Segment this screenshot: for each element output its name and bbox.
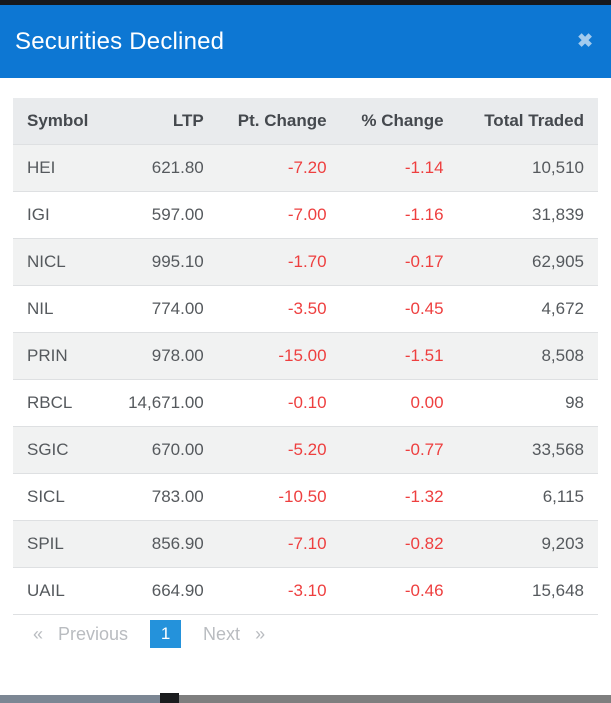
modal-header: Securities Declined ✖ xyxy=(0,5,611,78)
modal-title: Securities Declined xyxy=(15,27,225,55)
previous-button[interactable]: Previous xyxy=(58,623,129,644)
cell-symbol: IGI xyxy=(13,191,107,239)
cell-ltp: 670.00 xyxy=(106,426,218,474)
table-row: UAIL 664.90 -3.10 -0.46 15,648 xyxy=(13,567,598,615)
table-row: RBCL 14,671.00 -0.10 0.00 98 xyxy=(13,379,598,427)
pagination: « Previous 1 Next » xyxy=(26,619,585,649)
cell-total-traded: 62,905 xyxy=(457,238,598,286)
cell-total-traded: 31,839 xyxy=(457,191,598,239)
cell-ltp: 774.00 xyxy=(106,285,218,333)
cell-total-traded: 10,510 xyxy=(457,144,598,192)
cell-pt-change: -7.20 xyxy=(217,144,341,192)
col-header-ltp: LTP xyxy=(106,98,218,145)
cell-ltp: 621.80 xyxy=(106,144,218,192)
cell-symbol: PRIN xyxy=(13,332,107,380)
cell-symbol: HEI xyxy=(13,144,107,192)
cell-pct-change: -1.51 xyxy=(340,332,458,380)
cell-symbol: SICL xyxy=(13,473,107,521)
scrollbar-thumb[interactable] xyxy=(0,695,160,703)
cell-pct-change: -1.32 xyxy=(340,473,458,521)
cell-ltp: 14,671.00 xyxy=(106,379,218,427)
cell-pt-change: -7.10 xyxy=(217,520,341,568)
table-row: SGIC 670.00 -5.20 -0.77 33,568 xyxy=(13,426,598,474)
cell-pct-change: -1.16 xyxy=(340,191,458,239)
cell-total-traded: 4,672 xyxy=(457,285,598,333)
cell-pt-change: -5.20 xyxy=(217,426,341,474)
previous-arrow[interactable]: « xyxy=(33,623,44,644)
scrollbar-track[interactable] xyxy=(179,695,611,703)
cell-pt-change: -3.10 xyxy=(217,567,341,615)
cell-total-traded: 9,203 xyxy=(457,520,598,568)
table-row: HEI 621.80 -7.20 -1.14 10,510 xyxy=(13,144,598,192)
cell-pt-change: -7.00 xyxy=(217,191,341,239)
horizontal-scrollbar[interactable] xyxy=(0,693,611,703)
cell-symbol: NIL xyxy=(13,285,107,333)
cell-symbol: SPIL xyxy=(13,520,107,568)
scrollbar-dark-segment xyxy=(160,693,179,703)
cell-pct-change: -1.14 xyxy=(340,144,458,192)
cell-symbol: UAIL xyxy=(13,567,107,615)
cell-ltp: 597.00 xyxy=(106,191,218,239)
cell-pct-change: -0.45 xyxy=(340,285,458,333)
table-row: NICL 995.10 -1.70 -0.17 62,905 xyxy=(13,238,598,286)
table-row: IGI 597.00 -7.00 -1.16 31,839 xyxy=(13,191,598,239)
table-row: PRIN 978.00 -15.00 -1.51 8,508 xyxy=(13,332,598,380)
cell-pct-change: -0.17 xyxy=(340,238,458,286)
col-header-pt-change: Pt. Change xyxy=(217,98,341,145)
page-top-strip xyxy=(0,0,611,5)
cell-pt-change: -0.10 xyxy=(217,379,341,427)
cell-total-traded: 33,568 xyxy=(457,426,598,474)
col-header-total-traded: Total Traded xyxy=(457,98,598,145)
table-row: SICL 783.00 -10.50 -1.32 6,115 xyxy=(13,473,598,521)
modal-body: Symbol LTP Pt. Change % Change Total Tra… xyxy=(0,78,611,649)
cell-symbol: NICL xyxy=(13,238,107,286)
securities-declined-table: Symbol LTP Pt. Change % Change Total Tra… xyxy=(13,98,598,615)
cell-total-traded: 15,648 xyxy=(457,567,598,615)
cell-pt-change: -15.00 xyxy=(217,332,341,380)
page-1-button[interactable]: 1 xyxy=(150,620,182,648)
cell-ltp: 664.90 xyxy=(106,567,218,615)
close-icon[interactable]: ✖ xyxy=(577,31,593,52)
cell-symbol: SGIC xyxy=(13,426,107,474)
cell-ltp: 783.00 xyxy=(106,473,218,521)
next-button[interactable]: Next xyxy=(203,623,241,644)
cell-symbol: RBCL xyxy=(13,379,107,427)
cell-total-traded: 98 xyxy=(457,379,598,427)
cell-pct-change: -0.82 xyxy=(340,520,458,568)
col-header-pct-change: % Change xyxy=(340,98,458,145)
cell-pt-change: -1.70 xyxy=(217,238,341,286)
cell-pt-change: -10.50 xyxy=(217,473,341,521)
cell-pct-change: -0.77 xyxy=(340,426,458,474)
cell-ltp: 995.10 xyxy=(106,238,218,286)
col-header-symbol: Symbol xyxy=(13,98,107,145)
cell-pct-change: 0.00 xyxy=(340,379,458,427)
cell-pt-change: -3.50 xyxy=(217,285,341,333)
cell-total-traded: 8,508 xyxy=(457,332,598,380)
table-header-row: Symbol LTP Pt. Change % Change Total Tra… xyxy=(13,98,598,145)
cell-ltp: 978.00 xyxy=(106,332,218,380)
table-row: NIL 774.00 -3.50 -0.45 4,672 xyxy=(13,285,598,333)
table-row: SPIL 856.90 -7.10 -0.82 9,203 xyxy=(13,520,598,568)
cell-ltp: 856.90 xyxy=(106,520,218,568)
cell-total-traded: 6,115 xyxy=(457,473,598,521)
next-arrow[interactable]: » xyxy=(255,623,266,644)
cell-pct-change: -0.46 xyxy=(340,567,458,615)
